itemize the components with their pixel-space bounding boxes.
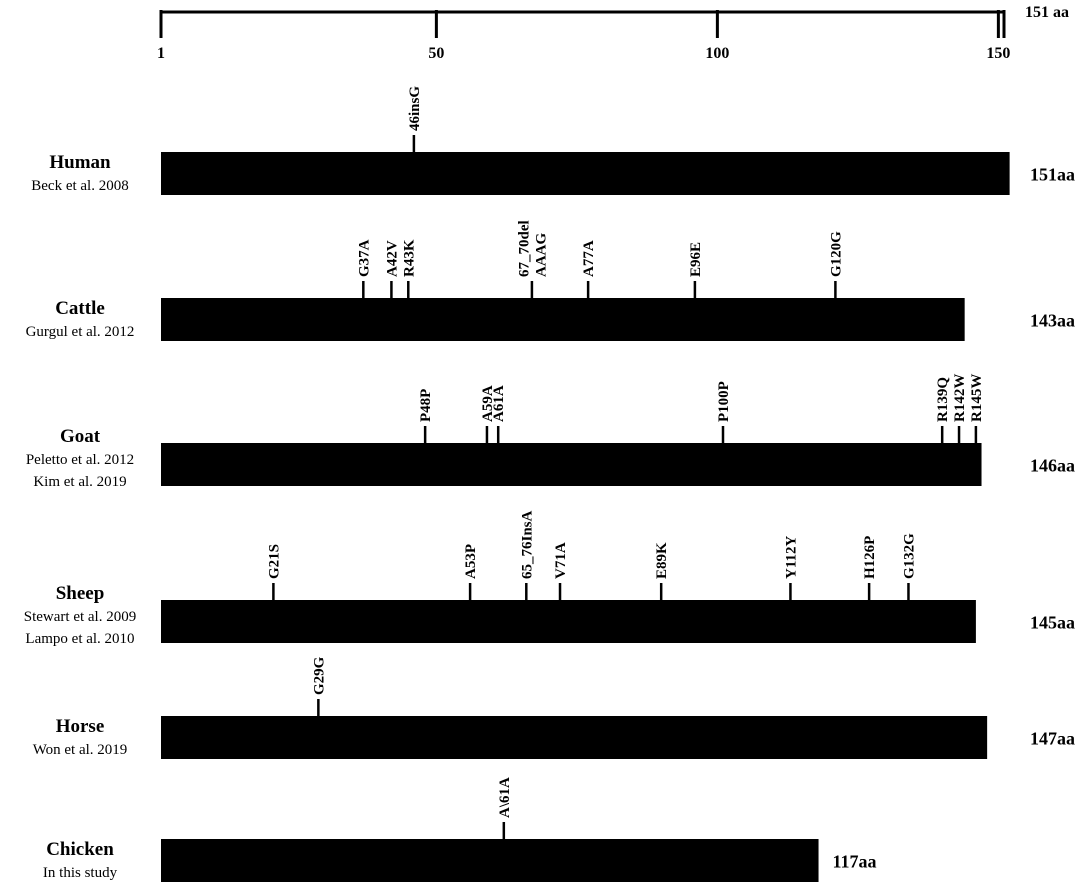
mutation-label: R145W [969, 374, 985, 422]
mutation-label: E89K [654, 542, 670, 579]
citation-text: In this study [43, 865, 118, 881]
mutation-label: P48P [418, 389, 434, 422]
protein-bar [161, 839, 819, 882]
mutation-label: G29G [311, 656, 327, 695]
mutation-label: 46insG [407, 86, 423, 131]
species-name: Chicken [46, 839, 114, 860]
scale-total-label: 151 aa [1025, 4, 1069, 21]
protein-bar [161, 298, 965, 341]
mutation-label: R142W [952, 374, 968, 422]
mutation-label: A77A [581, 240, 597, 277]
mutation-label: E96E [688, 242, 704, 277]
protein-length-label: 146aa [1030, 456, 1075, 476]
mutation-label: G37A [356, 239, 372, 277]
species-name: Cattle [55, 298, 105, 319]
species-row-chicken: Chicken In this study 117aa A\61A [43, 777, 877, 882]
species-row-horse: Horse Won et al. 2019 147aa G29G [33, 656, 1075, 759]
citation-text: Kim et al. 2019 [33, 474, 126, 490]
mutation-label: A42V [384, 240, 400, 277]
species-row-goat: Goat Peletto et al. 2012 Kim et al. 2019 14… [26, 374, 1075, 490]
protein-length-label: 117aa [833, 852, 877, 872]
protein-length-label: 145aa [1030, 613, 1075, 633]
mutation-label: A61A [491, 385, 507, 422]
protein-bar [161, 600, 976, 643]
protein-bar [161, 443, 982, 486]
citation-text: Lampo et al. 2010 [25, 631, 134, 647]
protein-bar [161, 152, 1010, 195]
protein-bar [161, 716, 988, 759]
protein-length-label: 147aa [1030, 729, 1075, 749]
mutation-label: Y112Y [783, 535, 799, 579]
citation-text: Beck et al. 2008 [31, 178, 128, 194]
mutation-label: A\61A [497, 777, 513, 818]
mutation-label: G21S [266, 544, 282, 579]
mutation-label: V71A [553, 542, 569, 579]
mutation-label: AAAG [533, 233, 549, 277]
species-name: Horse [56, 716, 105, 737]
citation-text: Won et al. 2019 [33, 742, 128, 758]
scale-tick-label: 150 [986, 45, 1010, 62]
species-rows: Human Beck et al. 2008 151aa 46insG Cattle Gu… [24, 86, 1075, 882]
citation-text: Peletto et al. 2012 [26, 452, 134, 468]
amino-acid-scale: 151 aa1 50 100 150 [157, 4, 1069, 62]
protein-length-label: 143aa [1030, 311, 1075, 331]
mutation-label: 65_76InsA [519, 510, 535, 579]
mutation-label: R43K [401, 239, 417, 277]
species-row-cattle: Cattle Gurgul et al. 2012 143aa G37A A42V R43… [26, 220, 1075, 341]
species-name: Human [49, 152, 111, 173]
citation-text: Gurgul et al. 2012 [26, 324, 135, 340]
protein-length-label: 151aa [1030, 165, 1075, 185]
species-row-sheep: Sheep Stewart et al. 2009 Lampo et al. 201… [24, 510, 1075, 647]
mutation-label: A59A [480, 385, 496, 422]
mutation-label: G132G [901, 533, 917, 579]
mutation-label: P100P [716, 381, 732, 422]
scale-tick-label: 1 [157, 45, 165, 62]
species-name: Sheep [56, 583, 105, 604]
citation-text: Stewart et al. 2009 [24, 609, 136, 625]
species-row-human: Human Beck et al. 2008 151aa 46insG [31, 86, 1075, 195]
scale-tick-label: 50 [428, 45, 444, 62]
mutation-label: A53P [463, 544, 479, 579]
mutation-label: R139Q [935, 377, 951, 422]
scale-tick-label: 100 [705, 45, 729, 62]
mutation-label: H126P [862, 536, 878, 579]
mutation-label: G120G [828, 231, 844, 277]
mutation-label: 67_70del [516, 220, 532, 277]
species-name: Goat [60, 426, 101, 447]
